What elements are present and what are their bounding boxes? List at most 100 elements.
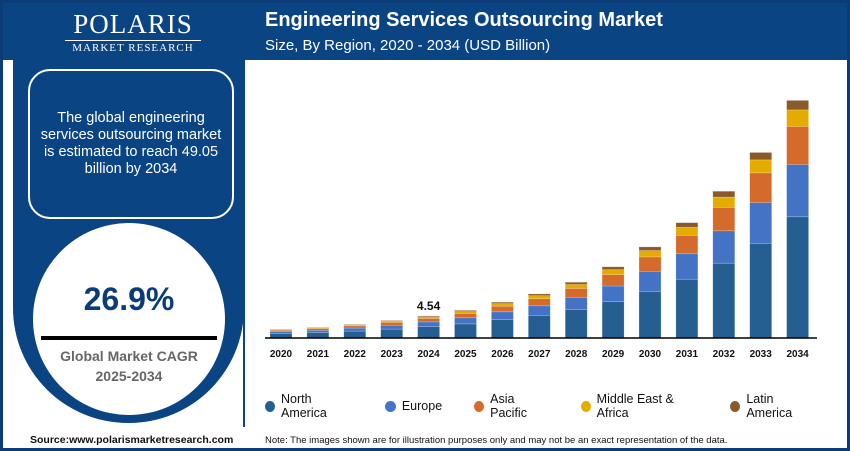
bar-segment-europe-2020	[269, 331, 293, 334]
bar-segment-asia-pacific-2033	[749, 172, 772, 203]
x-tick-label: 2031	[676, 349, 699, 360]
bar-segment-middle-east-africa-2030	[638, 250, 662, 258]
bar-segment-north-america-2025	[454, 323, 477, 339]
bar-segment-latin-america-2030	[638, 246, 662, 251]
cagr-circle: 26.9% Global Market CAGR 2025-2034	[33, 223, 225, 415]
bar-segment-north-america-2022	[343, 330, 367, 339]
legend-dot-icon	[265, 400, 275, 412]
bar-segment-europe-2031	[675, 253, 699, 280]
bar-segment-asia-pacific-2025	[454, 313, 477, 319]
x-tick-label: 2033	[750, 349, 773, 360]
legend-label: Latin America	[746, 392, 793, 420]
logo-sub: MARKET RESEARCH	[72, 42, 194, 54]
x-tick-label: 2026	[491, 349, 514, 360]
bar-segment-middle-east-africa-2025	[454, 311, 477, 314]
bar-segment-middle-east-africa-2034	[786, 109, 809, 127]
bar-segment-middle-east-africa-2027	[528, 295, 551, 300]
cagr-divider	[41, 336, 217, 340]
bar-segment-asia-pacific-2027	[528, 298, 551, 307]
cagr-label-block: Global Market CAGR 2025-2034	[33, 346, 225, 386]
x-tick-label: 2020	[270, 349, 293, 360]
legend-dot-icon	[384, 400, 396, 412]
bar-segment-europe-2027	[528, 305, 551, 316]
bar-segment-europe-2023	[380, 325, 403, 330]
bar-segment-latin-america-2032	[712, 190, 736, 198]
summary-box: The global engineering services outsourc…	[28, 69, 234, 219]
bar-segment-asia-pacific-2034	[786, 126, 809, 165]
chart-subtitle: Size, By Region, 2020 - 2034 (USD Billio…	[265, 37, 551, 54]
bar-segment-middle-east-africa-2031	[675, 227, 699, 236]
bar-segment-north-america-2024	[417, 326, 440, 339]
bar-segment-north-america-2034	[786, 216, 809, 339]
bar-segment-asia-pacific-2029	[601, 274, 625, 287]
bar-segment-north-america-2023	[380, 328, 403, 339]
cagr-label: Global Market CAGR	[60, 348, 198, 364]
bar-segment-asia-pacific-2028	[564, 288, 588, 298]
bar-segment-asia-pacific-2022	[343, 325, 367, 329]
bar-segment-asia-pacific-2032	[712, 207, 736, 232]
bar-segment-latin-america-2027	[528, 293, 551, 296]
bar-segment-asia-pacific-2021	[306, 328, 330, 331]
x-tick-label: 2032	[713, 349, 736, 360]
source-text: Source:www.polarismarketresearch.com	[30, 434, 234, 446]
bar-segment-europe-2034	[786, 164, 809, 218]
legend-label: Europe	[401, 399, 443, 413]
bar-segment-latin-america-2031	[675, 222, 699, 228]
bar-segment-asia-pacific-2031	[675, 235, 699, 255]
chart-title: Engineering Services Outsourcing Market	[265, 9, 663, 31]
bar-segment-latin-america-2022	[343, 324, 367, 326]
x-tick-label: 2024	[417, 349, 440, 360]
bar-segment-latin-america-2033	[749, 152, 772, 161]
bar-segment-asia-pacific-2026	[491, 305, 514, 313]
x-tick-label: 2025	[454, 349, 477, 360]
bar-segment-latin-america-2029	[601, 266, 625, 270]
bar-segment-north-america-2027	[528, 315, 551, 339]
x-tick-label: 2028	[565, 349, 588, 360]
legend-label: Asia Pacific	[490, 392, 527, 420]
bar-segment-europe-2024	[417, 321, 440, 328]
disclaimer-note: Note: The images shown are for illustrat…	[265, 435, 728, 446]
bar-segment-latin-america-2026	[491, 301, 514, 304]
legend-dot-icon	[580, 400, 591, 412]
x-tick-label: 2027	[528, 349, 551, 360]
x-tick-label: 2030	[639, 349, 662, 360]
logo-divider	[65, 40, 201, 41]
bar-segment-latin-america-2023	[380, 320, 403, 322]
legend: North America Europe Asia Pacific Middle Ea…	[265, 392, 847, 420]
data-label: 4.54	[417, 299, 441, 313]
bar-segment-middle-east-africa-2028	[564, 284, 588, 289]
legend-item: Latin America	[730, 392, 815, 420]
cagr-value: 26.9%	[83, 281, 175, 317]
bar-segment-asia-pacific-2030	[638, 256, 662, 272]
bar-segment-asia-pacific-2023	[380, 322, 403, 326]
bar-segment-latin-america-2025	[454, 310, 477, 312]
bar-segment-europe-2022	[343, 327, 367, 332]
polaris-logo: POLARIS MARKET RESEARCH	[63, 9, 203, 54]
x-tick-label: 2029	[602, 349, 625, 360]
stacked-bar-chart: 2020 2021 2022 2023 2024 4.54 2025 2026 2027 2028…	[265, 100, 817, 360]
x-tick-label: 2034	[786, 349, 809, 360]
chart-area: 2020 2021 2022 2023 2024 4.54 2025 2026 2027 2028…	[243, 60, 847, 427]
bar-segment-latin-america-2028	[564, 281, 588, 285]
bar-segment-north-america-2031	[675, 278, 699, 339]
bar-segment-middle-east-africa-2029	[601, 269, 625, 275]
legend-label: North America	[280, 392, 327, 420]
legend-dot-icon	[474, 400, 485, 412]
bar-segment-europe-2025	[454, 317, 477, 325]
infographic: POLARIS MARKET RESEARCH The global engin…	[3, 3, 847, 448]
bar-segment-north-america-2026	[491, 319, 514, 339]
bar-segment-north-america-2029	[601, 301, 625, 339]
bar-segment-north-america-2021	[306, 332, 330, 339]
bar-segment-europe-2029	[601, 285, 625, 302]
summary-text: The global engineering services outsourc…	[40, 110, 222, 177]
bar-segment-north-america-2033	[749, 243, 772, 339]
cagr-period: 2025-2034	[95, 368, 163, 384]
bar-segment-europe-2021	[306, 329, 330, 333]
bar-segment-middle-east-africa-2022	[343, 324, 367, 327]
legend-label: Middle East & Africa	[596, 392, 674, 420]
bar-segment-latin-america-2024	[417, 315, 440, 318]
x-tick-label: 2022	[344, 349, 367, 360]
bar-segment-europe-2033	[749, 202, 772, 244]
bar-segment-middle-east-africa-2033	[749, 159, 772, 174]
legend-dot-icon	[730, 400, 741, 412]
